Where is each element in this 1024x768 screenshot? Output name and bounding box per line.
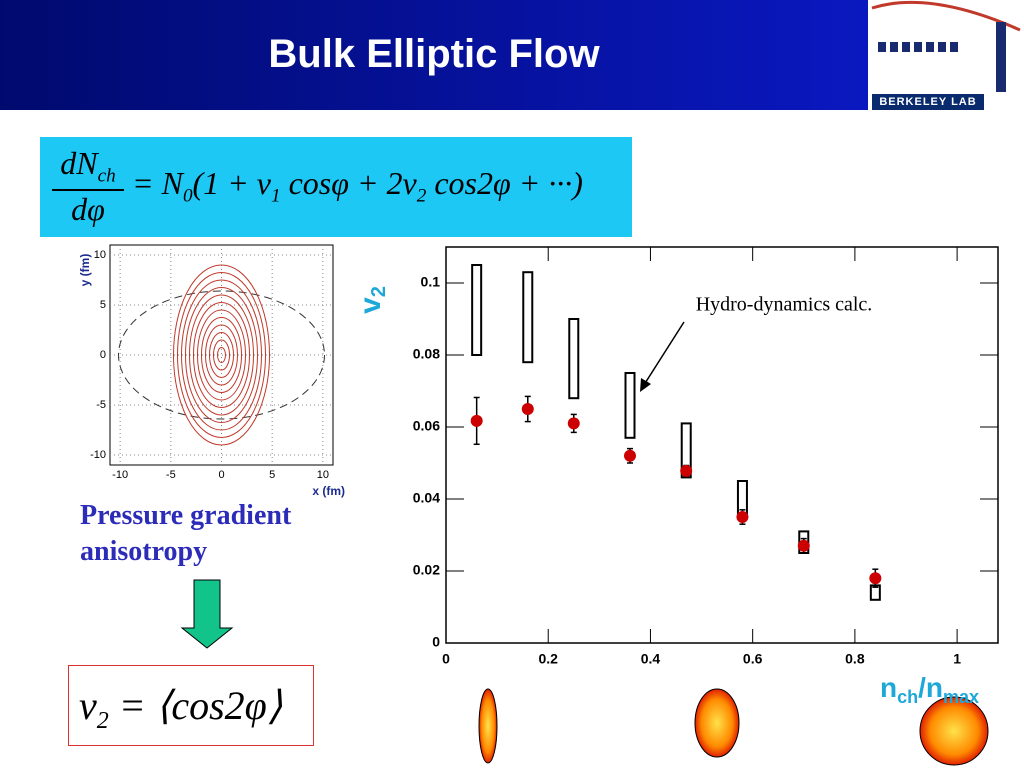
x-tick-label: -5 xyxy=(166,469,176,481)
data-point xyxy=(470,414,483,427)
shape-ellipse xyxy=(478,688,498,764)
x-tick-label: 0 xyxy=(218,469,224,481)
eq-text: dφ xyxy=(71,191,105,228)
x-tick-label: 0 xyxy=(442,651,450,667)
contour-line xyxy=(177,272,266,438)
result: v2 = ⟨cos2φ⟩ xyxy=(79,682,282,735)
eq-rhs: = N0(1 + v1 cosφ + 2v2 cos2φ + ···) xyxy=(132,165,583,207)
annotation: Hydro-dynamics calc. xyxy=(696,294,873,316)
result-box: v2 = ⟨cos2φ⟩ xyxy=(68,665,314,746)
y-tick-label: 0.04 xyxy=(413,490,440,506)
math-text: v xyxy=(79,683,97,728)
data-point xyxy=(869,572,882,585)
eq-text: dN xyxy=(60,145,98,181)
hydro-box xyxy=(471,264,483,356)
logo-text: BERKELEY LAB xyxy=(872,94,984,110)
header-bar: Bulk Elliptic Flow xyxy=(0,0,868,110)
hydro-box xyxy=(522,271,534,364)
caption-line: anisotropy xyxy=(80,536,208,567)
x-label-sub: max xyxy=(943,687,979,707)
y-tick-label: 5 xyxy=(100,299,106,311)
contour-line xyxy=(197,309,246,401)
math-text: (1 + v xyxy=(192,165,271,201)
data-point xyxy=(567,417,580,430)
y-tick-label: 0.1 xyxy=(421,274,441,290)
contour-line xyxy=(201,317,242,393)
logo-art xyxy=(871,0,1021,92)
y-label-text: v xyxy=(354,297,387,314)
y-tick-label: -5 xyxy=(96,399,106,411)
math-text: = ⟨cos2φ⟩ xyxy=(108,683,283,728)
data-point xyxy=(736,511,749,523)
y-tick-label: -10 xyxy=(90,449,106,461)
arrow-head xyxy=(640,378,651,392)
x-tick-label: -10 xyxy=(112,469,128,481)
contour-line xyxy=(189,294,254,416)
x-tick-label: 0.2 xyxy=(538,651,558,667)
x-tick-label: 0.4 xyxy=(641,651,661,667)
math-sub: 1 xyxy=(270,185,281,207)
y-tick-label: 0 xyxy=(100,349,106,361)
contour-line xyxy=(193,302,250,408)
hydro-box xyxy=(568,318,580,400)
hydro-box xyxy=(736,480,748,515)
shape-ellipse xyxy=(694,688,740,758)
contour-line xyxy=(213,339,230,371)
outline xyxy=(118,290,325,420)
contour-line xyxy=(181,279,262,431)
y-tick-label: 0.08 xyxy=(413,346,440,362)
annotation-arrow xyxy=(641,321,685,389)
y-label-sub: 2 xyxy=(368,286,390,297)
math-sub: 2 xyxy=(416,185,427,207)
slide-title: Bulk Elliptic Flow xyxy=(268,32,600,76)
math-sub: 0 xyxy=(182,185,193,207)
fraction: dNch dφ xyxy=(52,145,124,228)
caption-line: Pressure gradient xyxy=(80,500,292,531)
contour-line xyxy=(173,264,270,446)
contour-line xyxy=(209,332,234,378)
x-label-sub: ch xyxy=(897,687,918,707)
contour-line xyxy=(205,324,238,386)
data-point xyxy=(624,449,636,462)
y-axis-label: v2 xyxy=(354,286,390,314)
x-tick-label: 0.6 xyxy=(743,651,763,667)
x-label-text: n xyxy=(880,672,897,703)
data-point xyxy=(797,539,810,552)
x-label-text: /n xyxy=(918,672,943,703)
equation-box: dNch dφ = N0(1 + v1 cosφ + 2v2 cos2φ + ·… xyxy=(40,137,632,237)
contour-line xyxy=(217,347,226,363)
shape-circle xyxy=(919,696,989,766)
y-tick-label: 0.06 xyxy=(413,418,440,434)
hydro-box xyxy=(680,422,692,479)
math-text: = N xyxy=(132,165,183,201)
caption: Pressure gradient anisotropy xyxy=(80,498,291,570)
data-point xyxy=(680,464,693,477)
x-tick-label: 1 xyxy=(953,651,961,667)
math-text: cos2φ + ···) xyxy=(426,165,583,201)
logo xyxy=(870,0,1024,110)
y-tick-label: 0 xyxy=(432,634,440,650)
math-sub: 2 xyxy=(96,708,109,734)
y-axis-label: y (fm) xyxy=(78,254,92,287)
hydro-box xyxy=(624,372,636,439)
x-tick-label: 10 xyxy=(317,469,329,481)
x-tick-label: 0.8 xyxy=(845,651,865,667)
y-tick-label: 10 xyxy=(94,249,106,261)
x-axis-label: nch/nmax xyxy=(880,672,979,706)
x-axis-label: x (fm) xyxy=(312,484,345,498)
x-tick-label: 5 xyxy=(269,469,275,481)
down-arrow xyxy=(180,579,234,649)
data-point xyxy=(521,403,534,415)
math-text: cosφ + 2v xyxy=(280,165,417,201)
eq-sub: ch xyxy=(97,165,116,187)
y-tick-label: 0.02 xyxy=(413,562,440,578)
contour-line xyxy=(185,287,258,423)
plot-frame xyxy=(445,246,999,644)
